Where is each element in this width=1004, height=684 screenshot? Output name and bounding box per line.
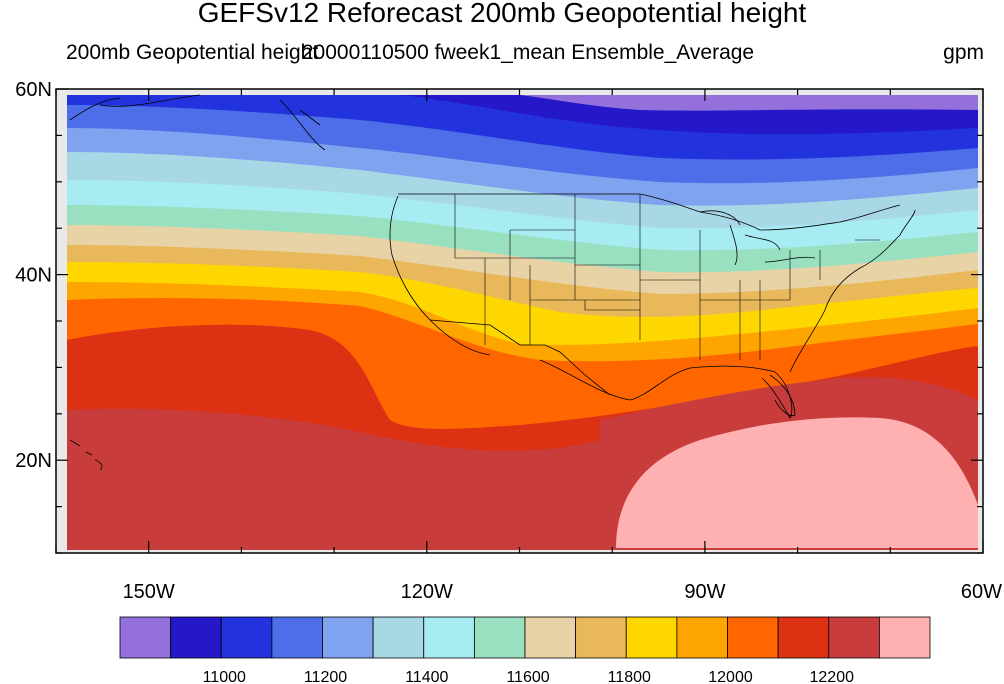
colorbar-swatch xyxy=(625,616,678,659)
colorbar-swatch xyxy=(423,616,475,659)
lon-tick-label: 90W xyxy=(684,581,725,603)
colorbar-label: 11400 xyxy=(405,669,448,684)
colorbar-swatch xyxy=(372,616,425,659)
run-subtitle-text: 20000110500 fweek1_mean Ensemble_Average xyxy=(301,41,755,64)
map-title: GEFSv12 Reforecast 200mb Geopotential he… xyxy=(197,0,807,28)
band-12300-west xyxy=(67,408,640,550)
map-boundaries xyxy=(69,94,916,471)
colorbar-swatch xyxy=(575,616,627,659)
colorbar-swatch xyxy=(676,616,728,659)
coastline-alaska xyxy=(69,94,326,151)
lon-tick-label: 60W xyxy=(961,581,1002,603)
hawaii xyxy=(69,439,103,471)
axis-labels: 60N 40N 20N 150W 120W 90W 60W xyxy=(15,79,1002,603)
contour-bands xyxy=(67,95,978,550)
colorbar-swatch xyxy=(727,616,779,659)
colorbar-swatch xyxy=(271,616,323,659)
coastline-west xyxy=(389,195,491,356)
lon-tick-label: 150W xyxy=(123,581,175,603)
colorbar-swatch xyxy=(220,616,273,659)
colorbar-label: 12200 xyxy=(810,669,855,684)
colorbar-swatch xyxy=(119,616,172,659)
colorbar-label: 11600 xyxy=(506,669,549,684)
lat-tick-label: 20N xyxy=(15,450,52,472)
colorbar-swatch xyxy=(322,616,374,659)
colorbar-label: 11000 xyxy=(203,669,246,684)
lat-tick-label: 40N xyxy=(15,265,52,287)
band-12400 xyxy=(616,417,978,548)
border-us-mexico xyxy=(429,319,611,396)
colorbar-swatch xyxy=(777,616,830,659)
colorbar-label: 11200 xyxy=(304,669,347,684)
variable-subtitle: 200mb Geopotential height xyxy=(66,41,319,64)
colorbar: 11000 11200 11400 11600 11800 12000 12200 xyxy=(119,616,931,684)
lat-tick-label: 60N xyxy=(15,79,52,101)
coastline-atlantic xyxy=(789,209,916,373)
border-us-canada xyxy=(398,193,901,231)
colorbar-swatch xyxy=(828,616,880,659)
lon-tick-label: 120W xyxy=(401,581,453,603)
state-lines xyxy=(454,194,880,360)
florida xyxy=(769,374,796,417)
colorbar-swatch xyxy=(524,616,577,659)
run-subtitle: 20000110500 fweek1_mean Ensemble_Average xyxy=(0,41,1004,65)
colorbar-swatch xyxy=(170,616,222,659)
great-lakes xyxy=(699,210,816,266)
axis-ticks xyxy=(55,88,984,554)
units-label: gpm xyxy=(943,41,984,64)
colorbar-label: 11800 xyxy=(608,669,651,684)
colorbar-swatch xyxy=(473,616,526,659)
colorbar-label: 12000 xyxy=(708,669,753,684)
colorbar-swatch xyxy=(878,616,931,659)
